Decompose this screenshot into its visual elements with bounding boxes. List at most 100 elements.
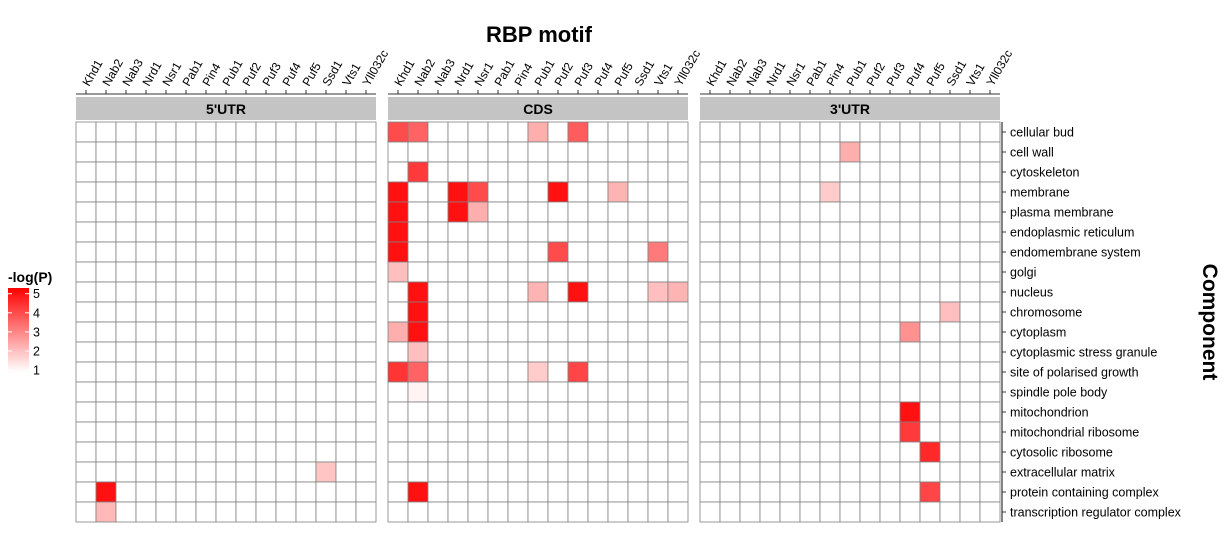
empty-cell xyxy=(959,161,981,183)
legend-gradient-step xyxy=(8,368,29,371)
empty-cell xyxy=(647,121,669,143)
empty-cell xyxy=(235,241,257,263)
empty-cell xyxy=(155,301,177,323)
empty-cell xyxy=(567,301,589,323)
empty-cell xyxy=(839,321,861,343)
empty-cell xyxy=(487,501,509,523)
y-tick-label: transcription regulator complex xyxy=(1010,506,1182,520)
empty-cell xyxy=(607,481,629,503)
legend-gradient-step xyxy=(8,342,29,345)
empty-cell xyxy=(95,241,117,263)
heatmap-cell-khd1-cellular-bud xyxy=(387,121,409,143)
empty-cell xyxy=(607,341,629,363)
empty-cell xyxy=(175,321,197,343)
empty-cell xyxy=(859,141,881,163)
empty-cell xyxy=(799,301,821,323)
empty-cell xyxy=(507,261,529,283)
empty-cell xyxy=(335,141,357,163)
empty-cell xyxy=(275,381,297,403)
empty-cell xyxy=(387,481,409,503)
empty-cell xyxy=(335,301,357,323)
empty-cell xyxy=(919,301,941,323)
empty-cell xyxy=(899,281,921,303)
empty-cell xyxy=(427,201,449,223)
empty-cell xyxy=(387,301,409,323)
empty-cell xyxy=(719,481,741,503)
empty-cell xyxy=(587,281,609,303)
empty-cell xyxy=(939,181,961,203)
empty-cell xyxy=(899,441,921,463)
empty-cell xyxy=(567,321,589,343)
empty-cell xyxy=(719,301,741,323)
heatmap-cell-puf4-mitochondrial-ribosome xyxy=(899,421,921,443)
empty-cell xyxy=(567,221,589,243)
empty-cell xyxy=(819,461,841,483)
empty-cell xyxy=(879,301,901,323)
y-tick-label: golgi xyxy=(1010,266,1036,280)
facet-strip xyxy=(388,97,688,120)
empty-cell xyxy=(959,341,981,363)
empty-cell xyxy=(699,221,721,243)
empty-cell xyxy=(115,281,137,303)
empty-cell xyxy=(447,241,469,263)
empty-cell xyxy=(487,481,509,503)
empty-cell xyxy=(275,461,297,483)
empty-cell xyxy=(467,241,489,263)
empty-cell xyxy=(487,281,509,303)
legend-gradient-step xyxy=(8,319,29,322)
empty-cell xyxy=(155,421,177,443)
empty-cell xyxy=(979,241,1001,263)
empty-cell xyxy=(667,481,689,503)
empty-cell xyxy=(959,401,981,423)
empty-cell xyxy=(799,381,821,403)
empty-cell xyxy=(647,161,669,183)
empty-cell xyxy=(607,461,629,483)
heatmap-cell-khd1-plasma-membrane xyxy=(387,201,409,223)
empty-cell xyxy=(275,161,297,183)
empty-cell xyxy=(587,481,609,503)
legend-gradient-step xyxy=(8,296,29,300)
empty-cell xyxy=(719,121,741,143)
empty-cell xyxy=(759,261,781,283)
empty-cell xyxy=(255,441,277,463)
empty-cell xyxy=(919,321,941,343)
empty-cell xyxy=(699,461,721,483)
empty-cell xyxy=(75,161,97,183)
empty-cell xyxy=(175,381,197,403)
empty-cell xyxy=(859,261,881,283)
empty-cell xyxy=(627,141,649,163)
empty-cell xyxy=(335,361,357,383)
empty-cell xyxy=(819,281,841,303)
empty-cell xyxy=(799,341,821,363)
empty-cell xyxy=(699,361,721,383)
legend-gradient-step xyxy=(8,361,29,364)
empty-cell xyxy=(315,501,337,523)
empty-cell xyxy=(387,461,409,483)
empty-cell xyxy=(839,301,861,323)
empty-cell xyxy=(627,401,649,423)
legend-gradient-step xyxy=(8,303,29,307)
empty-cell xyxy=(627,281,649,303)
empty-cell xyxy=(75,221,97,243)
empty-cell xyxy=(255,241,277,263)
empty-cell xyxy=(759,301,781,323)
empty-cell xyxy=(607,201,629,223)
empty-cell xyxy=(387,281,409,303)
empty-cell xyxy=(647,301,669,323)
empty-cell xyxy=(627,261,649,283)
empty-cell xyxy=(255,501,277,523)
empty-cell xyxy=(235,221,257,243)
empty-cell xyxy=(95,281,117,303)
x-tick-label: Nsr1 xyxy=(159,59,184,88)
empty-cell xyxy=(919,341,941,363)
empty-cell xyxy=(939,401,961,423)
empty-cell xyxy=(75,501,97,523)
empty-cell xyxy=(959,221,981,243)
empty-cell xyxy=(75,421,97,443)
empty-cell xyxy=(255,421,277,443)
y-tick-label: nucleus xyxy=(1010,286,1053,300)
empty-cell xyxy=(95,401,117,423)
empty-cell xyxy=(235,181,257,203)
empty-cell xyxy=(447,481,469,503)
empty-cell xyxy=(75,321,97,343)
